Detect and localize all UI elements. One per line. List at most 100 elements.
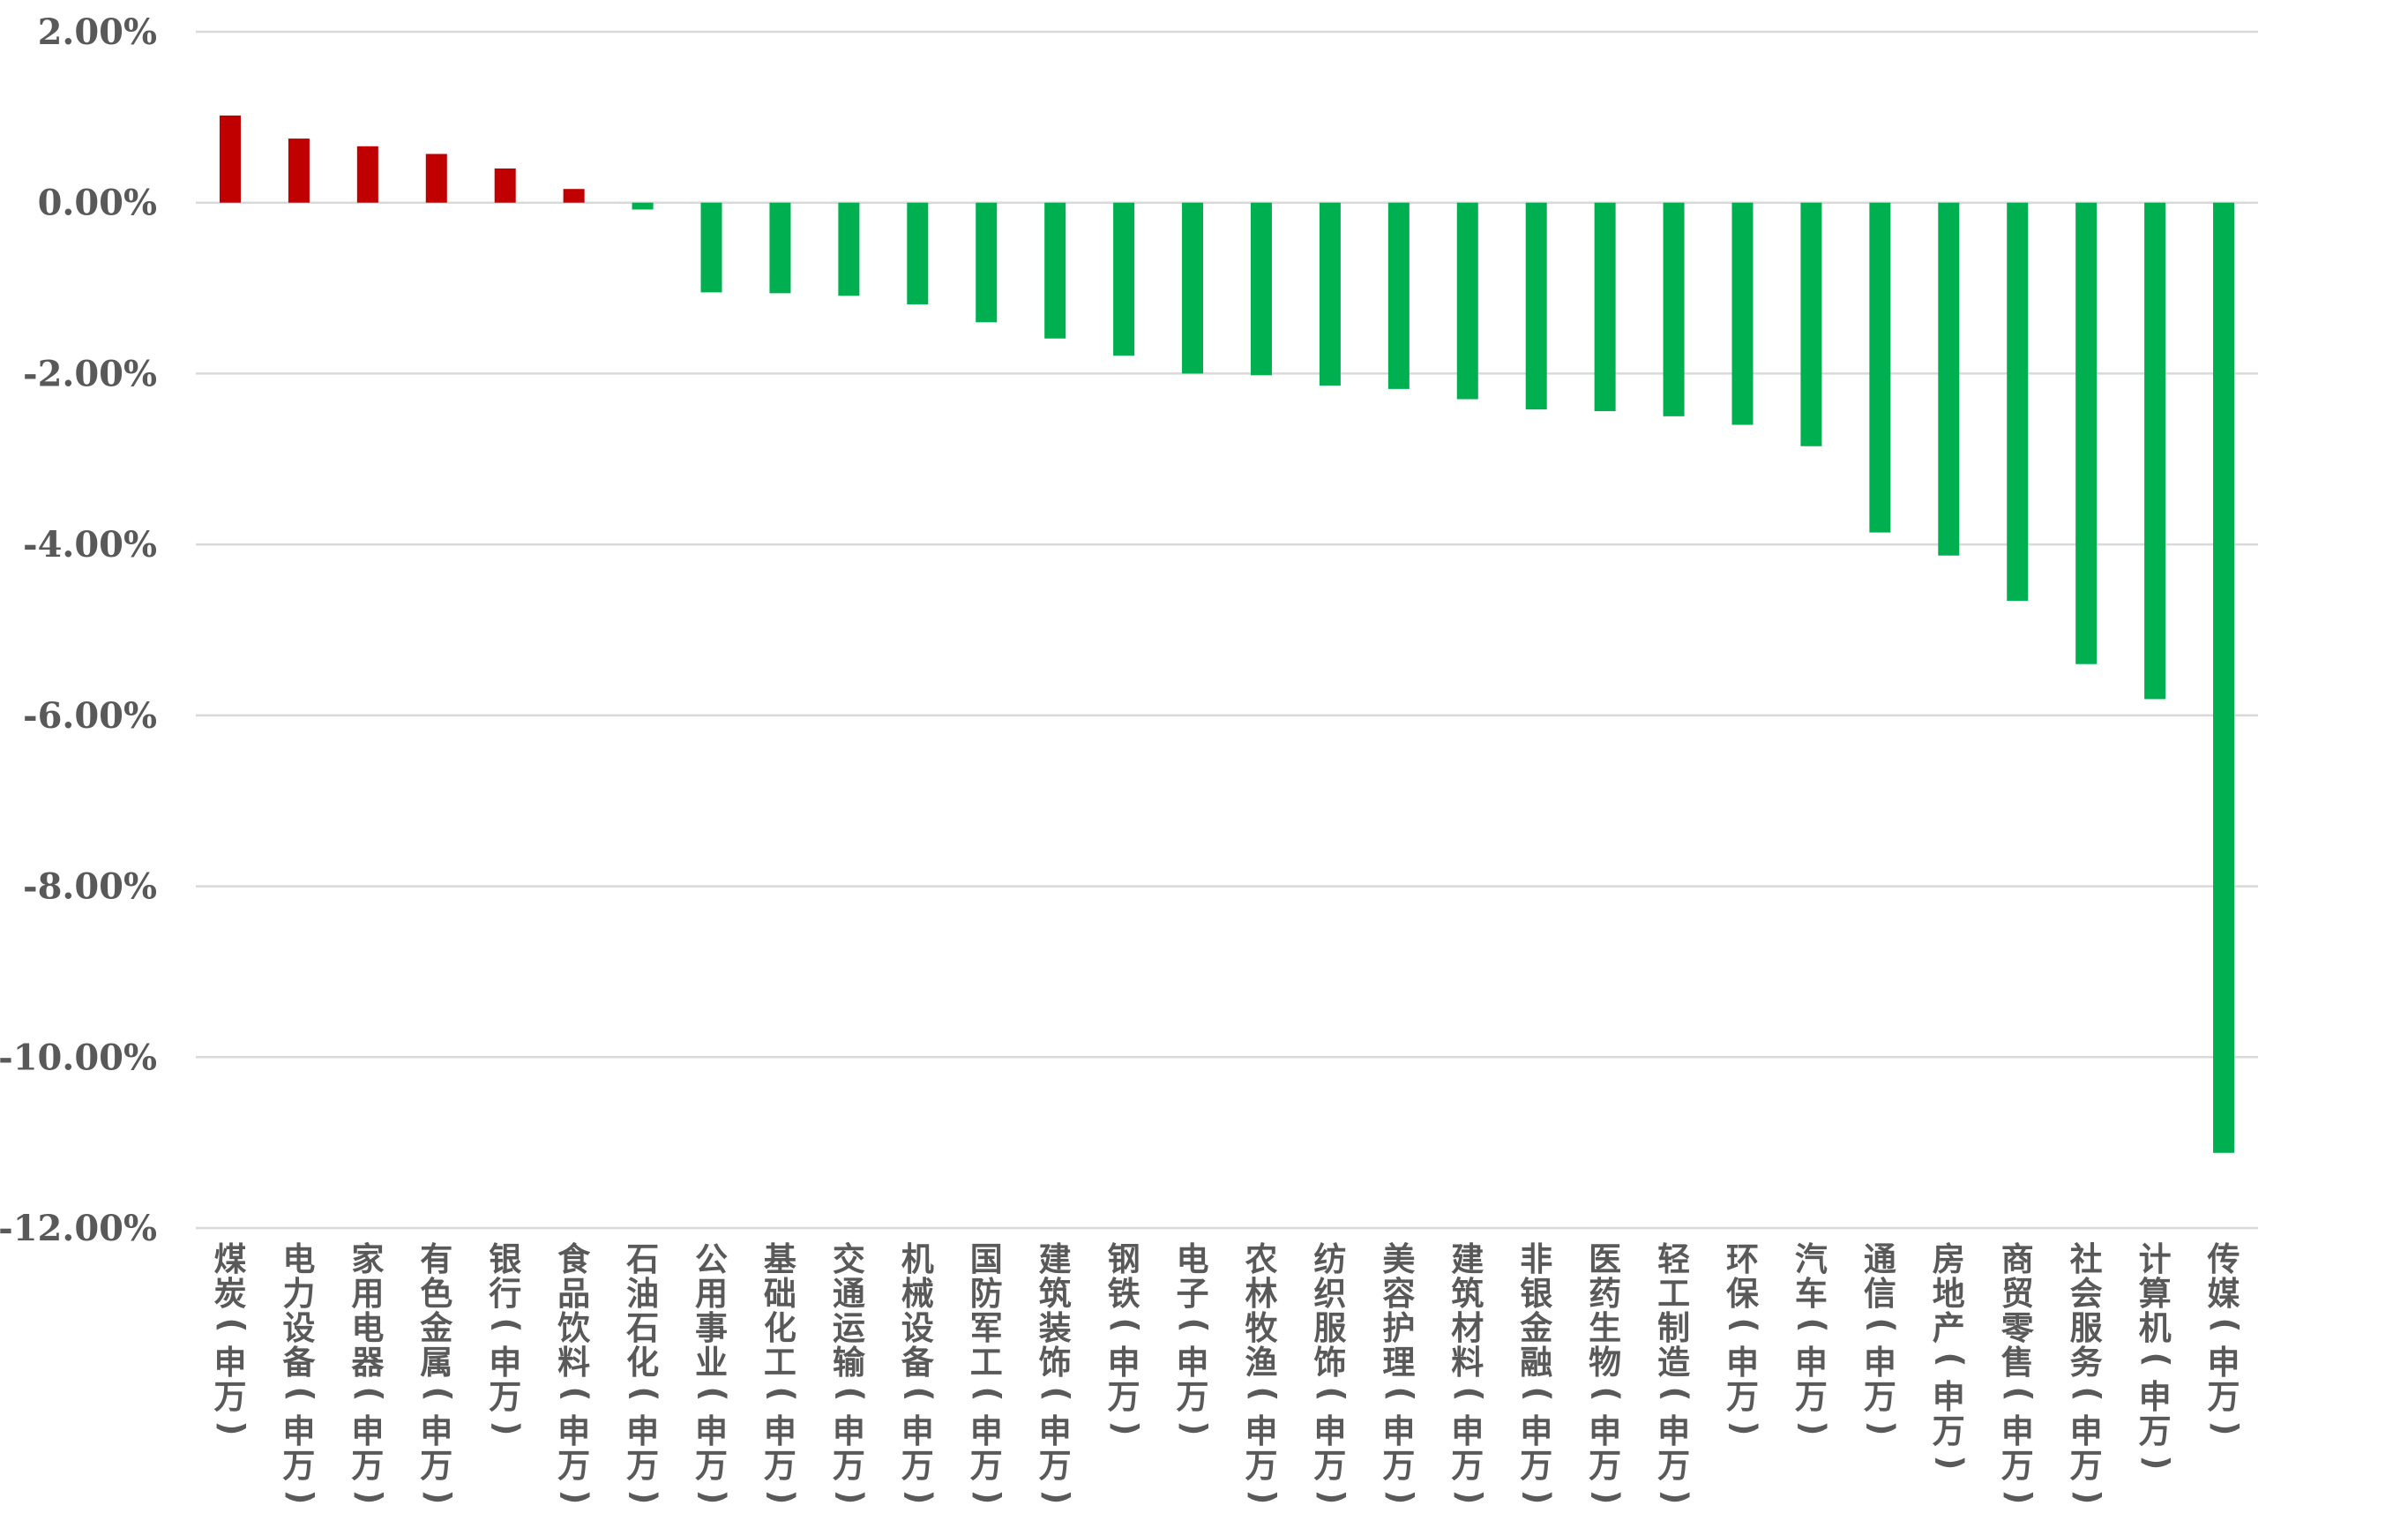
svg-text:贸: 贸: [2001, 1275, 2034, 1313]
svg-text:(: (: [1725, 1318, 1763, 1333]
svg-text:申: 申: [1451, 1412, 1484, 1450]
svg-text:万: 万: [901, 1447, 934, 1485]
svg-text:铁: 铁: [1108, 1275, 1140, 1313]
bar-21: [1663, 202, 1685, 416]
svg-text:电: 电: [282, 1240, 315, 1278]
svg-text:(: (: [1038, 1387, 1076, 1402]
svg-text:万: 万: [2001, 1447, 2034, 1485]
svg-text:申: 申: [2139, 1378, 2172, 1416]
svg-text:工: 工: [764, 1344, 796, 1382]
svg-text:础: 础: [764, 1275, 796, 1313]
svg-text:(: (: [1450, 1387, 1488, 1402]
svg-text:申: 申: [695, 1412, 728, 1450]
svg-text:): ): [1932, 1456, 1970, 1471]
svg-text:(: (: [350, 1387, 388, 1402]
svg-text:申: 申: [1726, 1344, 1759, 1382]
svg-text:家: 家: [351, 1240, 384, 1278]
svg-text:): ): [419, 1490, 457, 1505]
svg-text:料: 料: [1451, 1344, 1484, 1382]
svg-text:万: 万: [2208, 1378, 2240, 1416]
svg-text:商: 商: [2001, 1240, 2034, 1278]
svg-text:(: (: [1656, 1387, 1694, 1402]
svg-text:万: 万: [695, 1447, 728, 1485]
svg-text:饰: 饰: [1313, 1344, 1346, 1382]
svg-text:公: 公: [695, 1240, 728, 1278]
bar-18: [1456, 202, 1478, 400]
svg-text:): ): [694, 1490, 732, 1505]
svg-text:万: 万: [420, 1447, 452, 1485]
svg-text:电: 电: [351, 1309, 384, 1347]
svg-text:): ): [1656, 1490, 1694, 1505]
svg-text:(: (: [2069, 1387, 2107, 1402]
svg-text:装: 装: [1039, 1309, 1072, 1347]
svg-text:机: 机: [2139, 1309, 2172, 1347]
svg-text:备: 备: [282, 1344, 316, 1382]
svg-text:万: 万: [282, 1447, 315, 1485]
svg-text:(: (: [2000, 1387, 2038, 1402]
bar-28: [2144, 202, 2166, 700]
svg-text:(: (: [1794, 1318, 1832, 1333]
svg-text:万: 万: [489, 1378, 521, 1416]
svg-text:融: 融: [1520, 1344, 1552, 1382]
svg-text:万: 万: [1520, 1447, 1552, 1485]
svg-text:轻: 轻: [1657, 1240, 1690, 1278]
svg-text:保: 保: [1726, 1275, 1760, 1313]
svg-text:申: 申: [557, 1412, 590, 1450]
svg-text:万: 万: [1177, 1378, 1209, 1416]
svg-text:万: 万: [1313, 1447, 1346, 1485]
svg-text:万: 万: [1589, 1447, 1621, 1485]
bar-22: [1731, 202, 1754, 425]
svg-text:计: 计: [2139, 1240, 2172, 1278]
svg-text:(: (: [1107, 1318, 1145, 1333]
svg-text:务: 务: [2070, 1344, 2103, 1382]
svg-text:申: 申: [833, 1412, 865, 1450]
svg-text:(: (: [2138, 1352, 2176, 1367]
grid-lines: [196, 30, 2258, 1230]
svg-text:有: 有: [420, 1240, 452, 1278]
svg-text:通: 通: [1864, 1240, 1896, 1278]
y-axis-tick-labels: 2.00% 0.00% -2.00% -4.00% -6.00% -8.00% -10.00…: [0, 11, 157, 1249]
svg-text:化: 化: [626, 1344, 659, 1382]
svg-text:): ): [281, 1490, 319, 1505]
svg-text:): ): [1038, 1490, 1076, 1505]
bar-0: [219, 115, 241, 203]
svg-text:产: 产: [1933, 1309, 1965, 1347]
svg-text:渔: 渔: [1245, 1344, 1277, 1382]
y-tick-label-6: -10.00%: [0, 1037, 157, 1078]
svg-text:申: 申: [420, 1412, 452, 1450]
svg-text:申: 申: [1795, 1344, 1828, 1382]
y-tick-label-4: -6.00%: [23, 695, 157, 737]
svg-text:申: 申: [2001, 1412, 2034, 1450]
svg-text:): ): [2069, 1490, 2107, 1505]
svg-text:申: 申: [970, 1412, 1003, 1450]
category-label-14: 电子 (申万): [1176, 1240, 1214, 1435]
y-tick-label-3: -4.00%: [23, 524, 157, 566]
svg-text:信: 信: [1864, 1275, 1896, 1313]
svg-text:(: (: [1244, 1387, 1282, 1402]
svg-text:炭: 炭: [213, 1275, 246, 1313]
svg-text:生: 生: [1589, 1309, 1621, 1347]
svg-text:万: 万: [1864, 1378, 1896, 1416]
svg-text:(: (: [625, 1387, 663, 1402]
svg-text:申: 申: [489, 1344, 521, 1382]
svg-text:(: (: [901, 1387, 939, 1402]
category-label-4: 银行 (申万): [488, 1240, 526, 1435]
svg-text:设: 设: [901, 1309, 934, 1347]
category-label-0: 煤炭 (申万): [213, 1240, 251, 1435]
svg-text:万: 万: [213, 1378, 246, 1416]
svg-text:煤: 煤: [213, 1240, 246, 1278]
svg-text:万: 万: [1933, 1412, 1965, 1450]
svg-text:申: 申: [351, 1412, 384, 1450]
bar-17: [1387, 202, 1410, 389]
svg-text:万: 万: [1245, 1447, 1277, 1485]
category-label-22: 环保 (申万): [1725, 1240, 1763, 1435]
svg-text:万: 万: [1039, 1447, 1072, 1485]
